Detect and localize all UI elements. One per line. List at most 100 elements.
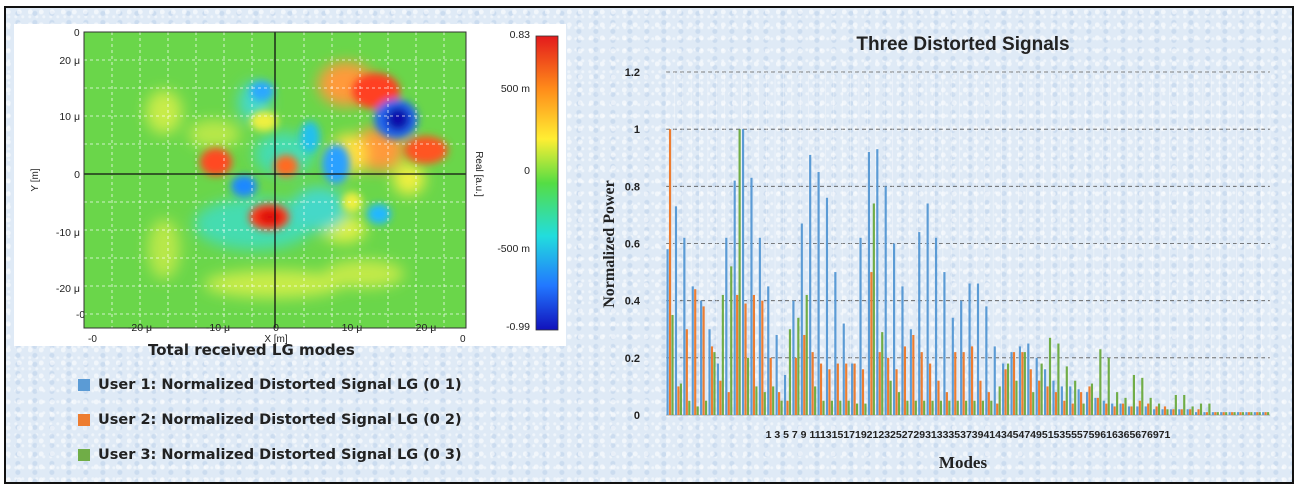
bar-series-2 <box>744 303 747 415</box>
bar-series-1 <box>1119 403 1122 415</box>
bar-series-3 <box>923 400 926 415</box>
bar-series-2 <box>895 369 898 415</box>
legend-item-user-2: User 2: Normalized Distorted Signal LG (… <box>78 410 462 430</box>
colorbar-label: Real [a.u.] <box>473 151 484 197</box>
bar-series-2 <box>668 129 672 416</box>
bar-series-3 <box>1074 380 1077 415</box>
bar-series-1 <box>976 283 980 415</box>
bar-series-2 <box>677 386 680 415</box>
bar-series-3 <box>713 352 716 415</box>
bar-series-1 <box>1077 389 1080 415</box>
bar-series-3 <box>1233 412 1236 415</box>
bar-series-3 <box>671 314 674 415</box>
bar-series-1 <box>834 272 837 415</box>
x-tick-labels: 1 3 5 7 9 111315171921232527293133353739… <box>766 429 1171 441</box>
bar-series-2 <box>1197 409 1200 415</box>
bar-series-1 <box>1136 406 1139 415</box>
legend-label: User 1: Normalized Distorted Signal LG (… <box>98 377 462 393</box>
bar-series-1 <box>1111 403 1114 415</box>
bar-series-3 <box>1048 337 1052 415</box>
bar-series-3 <box>1090 383 1094 415</box>
bar-series-1 <box>1018 346 1021 415</box>
bar-series-3 <box>746 357 750 415</box>
bar-chart: Three Distorted Signals 0 0.2 0.4 0.6 0.8 1 1.… <box>601 34 1271 472</box>
bar-series-1 <box>750 177 753 415</box>
bar-series-3 <box>805 294 808 415</box>
bar-series-2 <box>1080 392 1083 415</box>
bar-series-3 <box>738 129 741 416</box>
bar-series-1 <box>1186 409 1189 415</box>
bar-series-1 <box>1102 400 1105 415</box>
bar-series-1 <box>1069 386 1072 415</box>
bar-series-3 <box>704 400 708 415</box>
heatmap-x-tick: 10 μ <box>342 322 363 334</box>
bar-series-3 <box>948 400 951 415</box>
bar-series-1 <box>901 286 904 416</box>
bar-series-1 <box>1127 406 1131 415</box>
y-tick-label: 1.2 <box>625 67 640 79</box>
bar-series-2 <box>1264 412 1267 415</box>
heatmap-x-ticks: -20 μ -10 μ 0 10 μ 20 μ <box>128 322 436 334</box>
colorbar-tick: 0 <box>524 165 530 177</box>
bar-series-3 <box>1132 374 1135 415</box>
bar-series-2 <box>836 363 839 415</box>
y-tick-label: 0.2 <box>625 353 640 365</box>
bar-series-2 <box>1105 403 1108 415</box>
y-tick-label: 0 <box>634 410 640 422</box>
bar-series-2 <box>794 357 797 415</box>
bar-series-1 <box>775 334 778 415</box>
y-tick-label: 0.8 <box>625 181 640 193</box>
heatmap-y-tick: 10 μ <box>59 111 80 123</box>
bar-series-3 <box>973 400 976 415</box>
bar-series-2 <box>819 363 823 415</box>
bar-series-1 <box>691 286 694 416</box>
bar-series-3 <box>688 400 691 415</box>
bar-series-3 <box>847 400 850 415</box>
bar-series-3 <box>998 386 1001 415</box>
bar-series-1 <box>876 149 879 415</box>
bar-series-3 <box>855 403 859 415</box>
bar-series-2 <box>1012 352 1016 415</box>
bar-series-2 <box>702 306 705 415</box>
bar-series-2 <box>710 346 714 415</box>
legend-item-user-1: User 1: Normalized Distorted Signal LG (… <box>78 375 462 395</box>
y-axis-label: Normalized Power <box>601 180 618 308</box>
bar-series-1 <box>716 363 719 415</box>
heatmap-y-ticks: 20 μ 10 μ 0 -10 μ -20 μ <box>56 55 80 295</box>
bar-series-1 <box>666 249 669 415</box>
bar-series-3 <box>1250 412 1253 415</box>
bar-series-3 <box>1149 397 1152 415</box>
bar-series-3 <box>1040 363 1043 415</box>
bar-series-2 <box>878 352 881 415</box>
bar-series-2 <box>945 392 948 415</box>
bar-series-2 <box>752 294 756 415</box>
bar-series-3 <box>1107 357 1110 415</box>
bars <box>666 129 1270 416</box>
heatmap-x-label: X [m] <box>264 334 288 345</box>
bar-series-3 <box>1208 403 1211 415</box>
bar-series-3 <box>1124 397 1127 415</box>
bar-series-3 <box>897 392 901 415</box>
bar-series-1 <box>1052 380 1055 415</box>
bar-series-1 <box>1245 412 1248 415</box>
legend-swatch-blue <box>78 379 90 391</box>
bar-series-1 <box>1144 406 1147 415</box>
bar-series-1 <box>783 374 787 415</box>
bar-series-3 <box>1116 392 1119 415</box>
heatmap-y-tick: -10 μ <box>56 227 80 239</box>
bar-series-3 <box>772 386 775 415</box>
bar-series-2 <box>1021 352 1024 415</box>
bar-series-3 <box>1267 412 1270 415</box>
bar-series-3 <box>679 383 682 415</box>
bar-series-1 <box>1161 409 1164 415</box>
bar-series-3 <box>763 392 766 415</box>
bar-series-3 <box>1099 349 1102 415</box>
x-axis-label: Modes <box>939 453 988 472</box>
bar-series-1 <box>741 129 745 416</box>
bar-series-2 <box>903 346 907 415</box>
bar-series-2 <box>937 380 940 415</box>
bar-series-3 <box>939 400 943 415</box>
bar-series-1 <box>918 232 921 415</box>
bar-series-1 <box>792 300 795 415</box>
legend-label: User 2: Normalized Distorted Signal LG (… <box>98 412 462 428</box>
